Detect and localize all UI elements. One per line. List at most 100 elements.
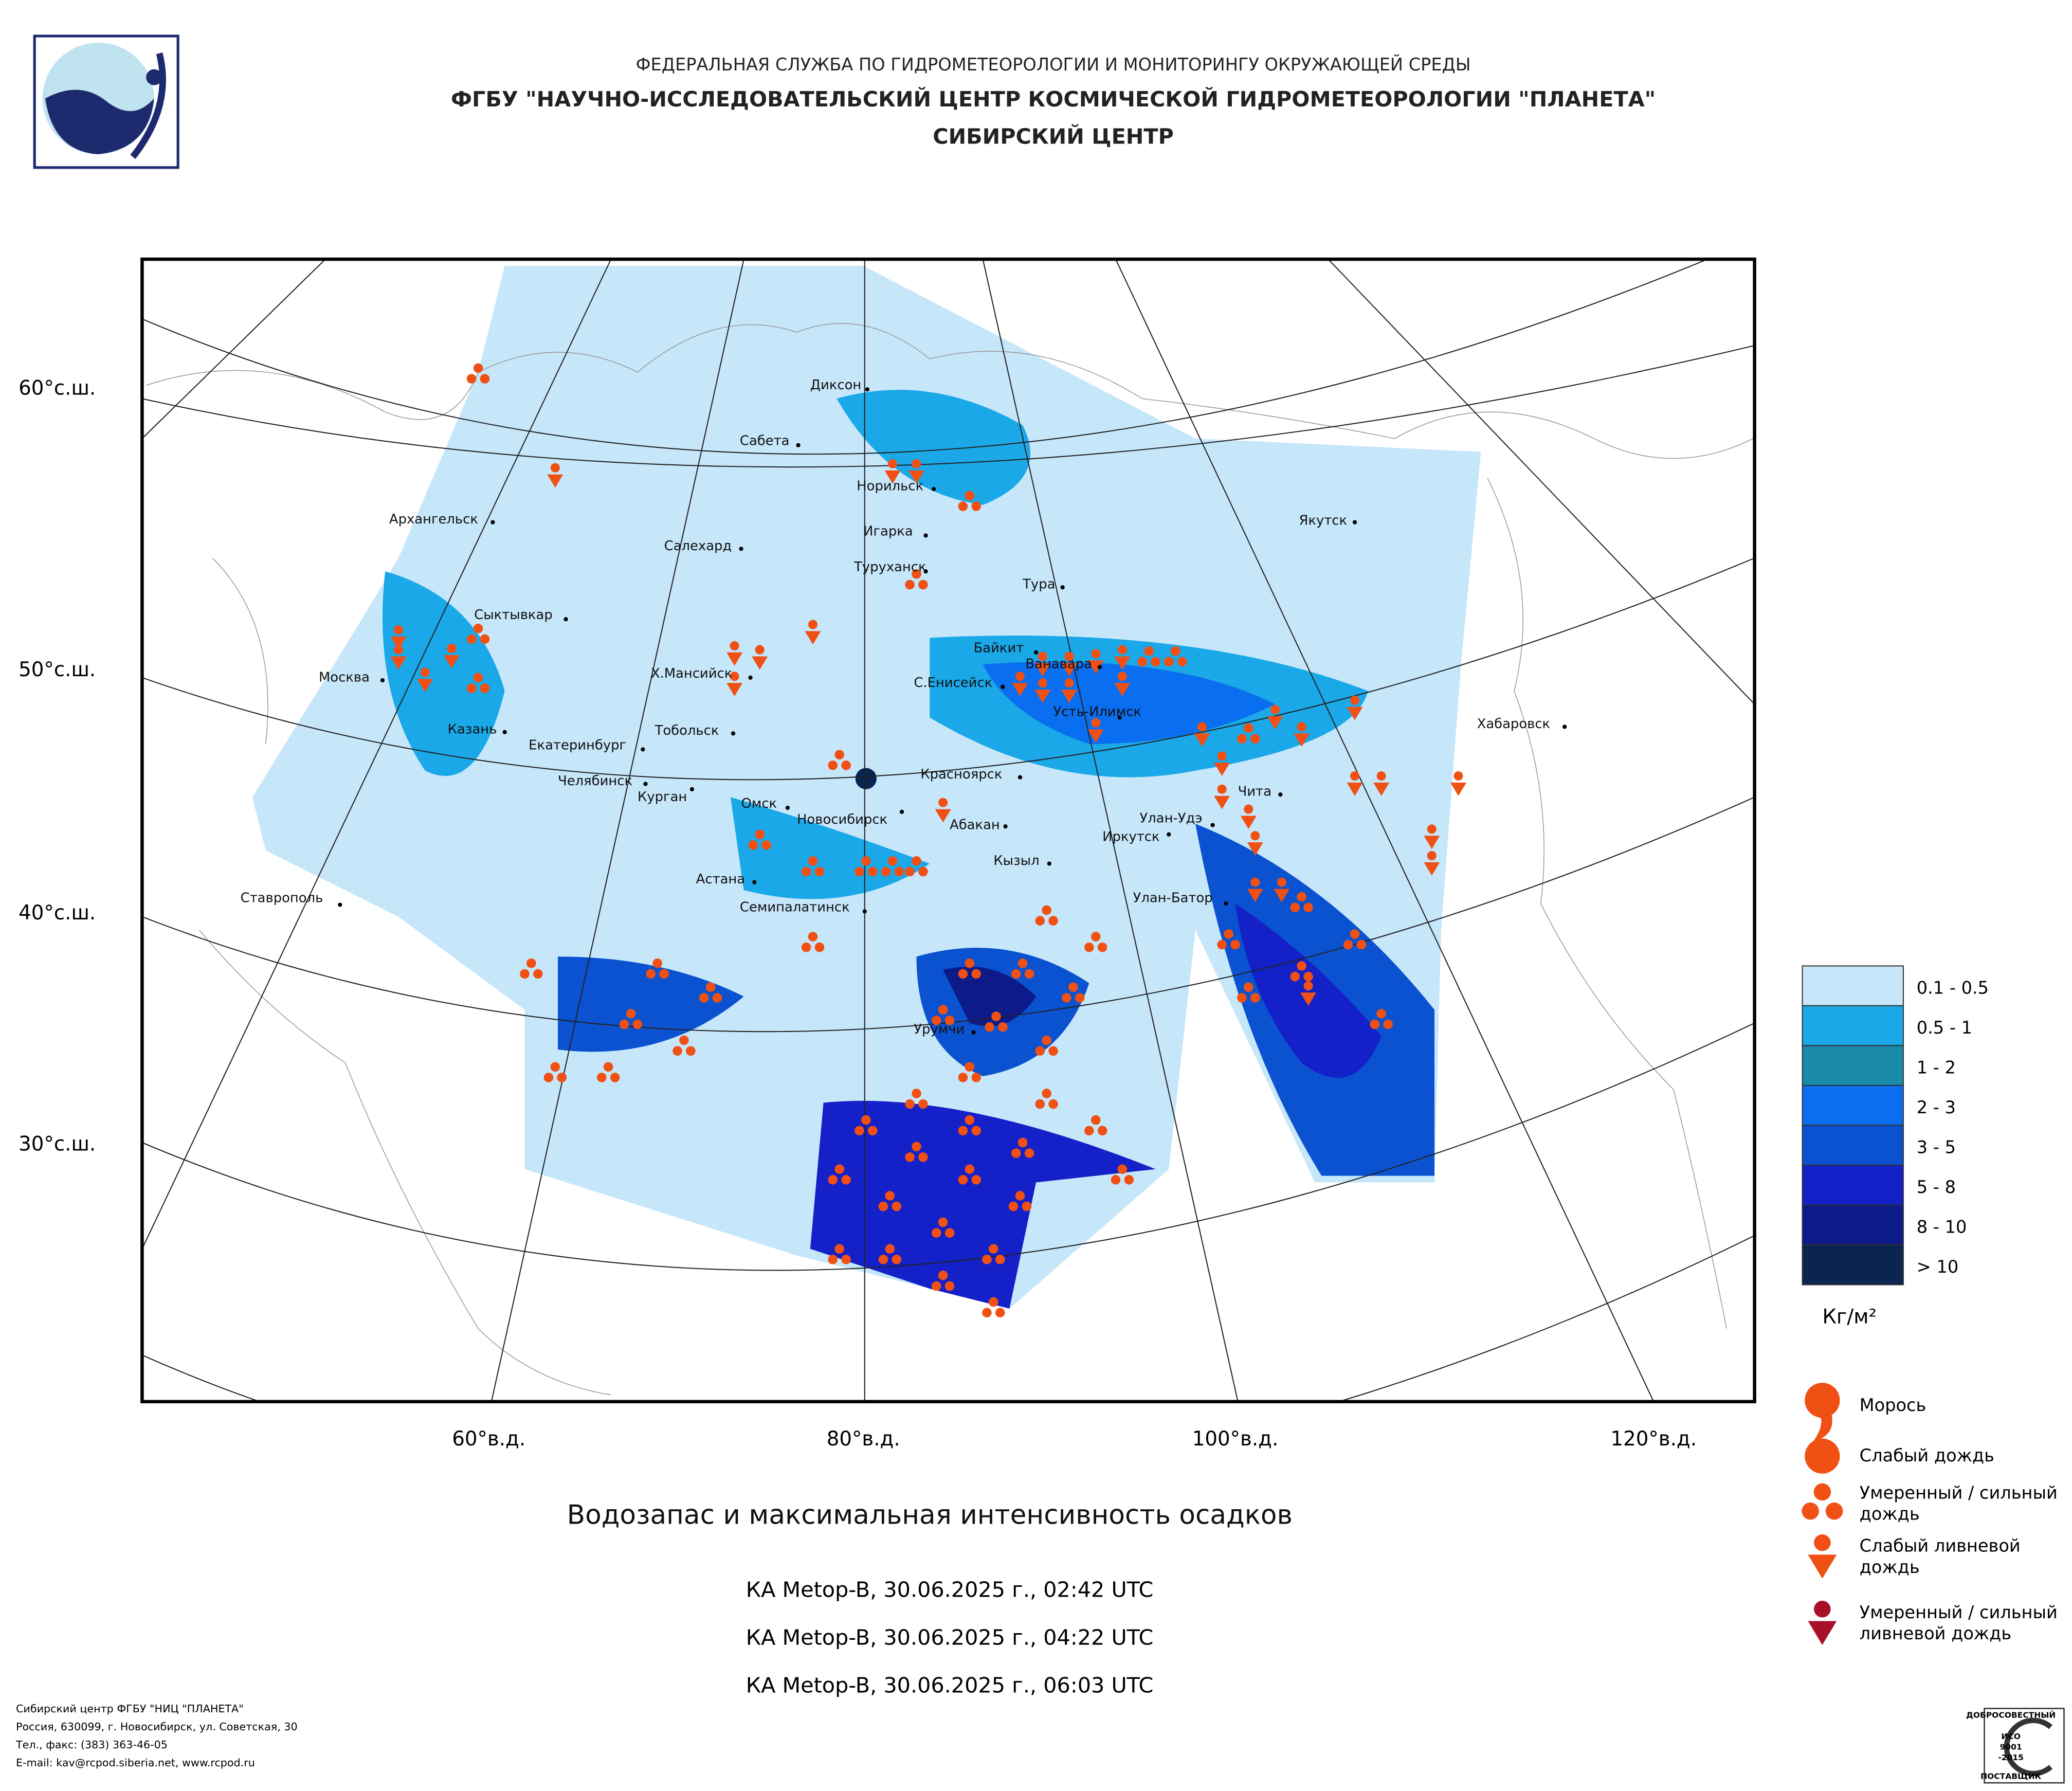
symbol-shower-dot [808,620,818,629]
shape [142,1022,1755,1271]
symbol-shower [726,652,743,666]
symbol-moderate-rain [1068,982,1078,992]
shape [1487,478,1728,1329]
symbol-shower-dot [393,645,404,655]
legend-label: Умеренный / сильный [1860,1602,2058,1622]
city-dot [643,782,648,786]
symbol-moderate-rain [989,1297,998,1307]
city-dot [748,675,753,680]
symbol-moderate-rain [912,1142,921,1152]
symbol-shower-dot [1303,981,1313,991]
symbol-shower [1347,707,1363,720]
symbol-shower [1247,889,1263,902]
city-dot [641,747,645,752]
symbol-moderate-rain [1813,1483,1831,1501]
city-dot [1562,725,1567,729]
city-label: Новосибирск [797,812,887,827]
symbol-moderate-rain [1802,1502,1819,1520]
symbol-moderate-rain [861,856,871,866]
symbol-moderate-rain [480,374,490,384]
city-dot [785,805,790,810]
shape [1235,903,1382,1078]
symbol-moderate-rain [971,1073,982,1082]
legend-label: 3 - 5 [1917,1137,1956,1157]
symbol-shower [547,474,564,488]
symbol-shower-dot [1277,877,1286,887]
symbol-shower-dot [887,459,898,468]
symbol-shower-dot [420,667,430,677]
lon-label: 80°в.д. [827,1427,900,1451]
symbol-moderate-rain [971,1126,982,1136]
symbol-moderate-rain [958,1175,968,1185]
lat-label: 60°с.ш. [19,377,96,400]
symbol-moderate-rain [828,1175,838,1185]
symbol-moderate-rain [1244,723,1253,733]
symbol-moderate-rain [944,1016,955,1025]
symbol-shower-dot [1814,1534,1831,1551]
symbol-moderate-rain [834,1164,844,1174]
symbol-moderate-rain [1350,929,1360,939]
symbol-moderate-rain [938,1217,948,1227]
legend-swatch [1802,965,1904,1006]
symbol-moderate-rain [1224,929,1233,939]
symbol-shower-dot [1117,672,1127,681]
city-dot [739,547,743,551]
shape [142,345,1755,468]
legend-label: Морось [1860,1395,1926,1415]
symbol-shower [805,631,821,645]
city-dot [796,443,801,447]
footer-line: Россия, 630099, г. Новосибирск, ул. Сове… [16,1721,298,1733]
symbol-shower [1194,733,1210,747]
symbol-moderate-rain [550,1062,560,1072]
symbol-shower [1087,660,1104,674]
city-dot [1001,684,1005,690]
city-dot [931,486,936,492]
line [490,259,744,1402]
symbol-moderate-rain [814,866,825,877]
lon-label: 60°в.д. [452,1427,525,1451]
symbol-moderate-rain [905,580,915,590]
symbol-shower-dot [1064,652,1074,661]
city-label: Норильск [857,479,923,494]
symbol-moderate-rain [982,1308,992,1317]
symbol-shower-dot [730,672,739,681]
symbol-moderate-rain [632,1019,643,1029]
symbol-moderate-rain [808,856,818,866]
symbol-shower [1247,842,1263,856]
shape [142,797,1755,1033]
symbol-moderate-rain [918,580,928,590]
city-label: Екатеринбург [529,737,626,753]
coastlines [146,323,1754,1396]
symbol-shower-dot [1091,718,1101,728]
city-label: Архангельск [389,512,478,527]
symbol-moderate-rain [596,1073,607,1082]
symbol-shower [1808,1621,1837,1645]
symbol-shower-dot [1038,652,1047,661]
symbol-moderate-rain [480,683,490,693]
symbol-moderate-rain [1383,1019,1393,1029]
city-label: Туруханск [853,559,926,575]
symbol-moderate-rain [1084,1126,1094,1136]
symbol-moderate-rain [1042,905,1051,915]
symbol-moderate-rain [892,1255,902,1264]
city-dot [1224,901,1228,906]
symbol-moderate-rain [918,1152,928,1162]
symbol-shower [390,636,407,650]
symbol-moderate-rain [1237,734,1247,744]
symbol-shower-dot [1297,722,1306,732]
symbol-shower-dot [755,645,765,655]
symbol-shower-dot [1117,645,1127,655]
symbol-shower [1450,782,1466,796]
symbol-shower [390,656,407,670]
city-dot [865,387,870,392]
symbol-moderate-rain [1111,1175,1121,1185]
map-title: Водозапас и максимальная интенсивность о… [567,1499,1293,1530]
legend-label: 0.5 - 1 [1917,1018,1972,1038]
symbol-moderate-rain [1303,971,1313,982]
symbol-moderate-rain [1022,1201,1032,1211]
symbol-moderate-rain [761,840,771,850]
city-dot [731,731,736,736]
precip-symbols [390,363,1466,1317]
